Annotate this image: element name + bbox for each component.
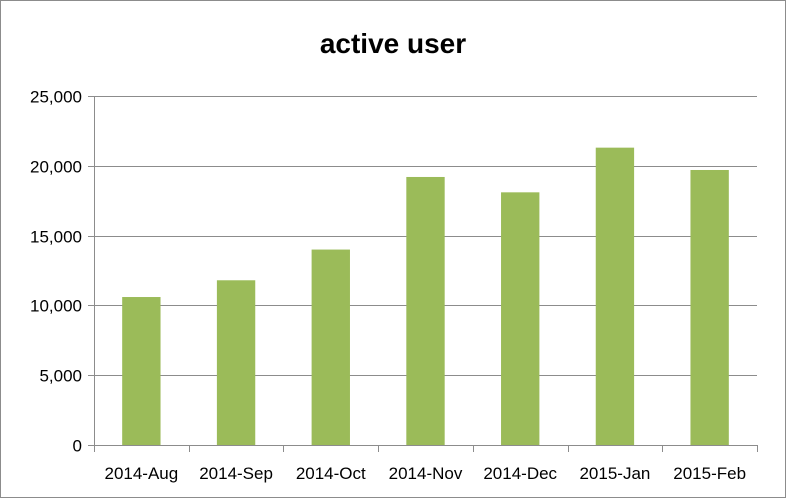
bar bbox=[311, 249, 350, 445]
x-tick-label: 2014-Nov bbox=[389, 464, 463, 483]
y-tick-label: 0 bbox=[73, 437, 82, 456]
chart-title: active user bbox=[319, 28, 467, 59]
x-tick-label: 2014-Oct bbox=[296, 464, 366, 483]
y-tick-label: 15,000 bbox=[30, 228, 82, 247]
x-tick-label: 2014-Sep bbox=[199, 464, 273, 483]
x-tick-label: 2014-Aug bbox=[104, 464, 178, 483]
bar bbox=[595, 147, 635, 446]
bar bbox=[501, 192, 540, 445]
x-tick-label: 2014-Dec bbox=[483, 464, 557, 483]
y-tick-label: 5,000 bbox=[39, 367, 82, 386]
y-tick-label: 25,000 bbox=[30, 88, 82, 107]
bar bbox=[406, 176, 445, 445]
y-tick-label: 20,000 bbox=[30, 158, 82, 177]
bar bbox=[122, 297, 161, 445]
bar bbox=[216, 280, 256, 445]
bar bbox=[690, 169, 729, 445]
y-tick-label: 10,000 bbox=[30, 297, 82, 316]
x-tick-label: 2015-Feb bbox=[673, 464, 746, 483]
x-tick-label: 2015-Jan bbox=[579, 464, 650, 483]
